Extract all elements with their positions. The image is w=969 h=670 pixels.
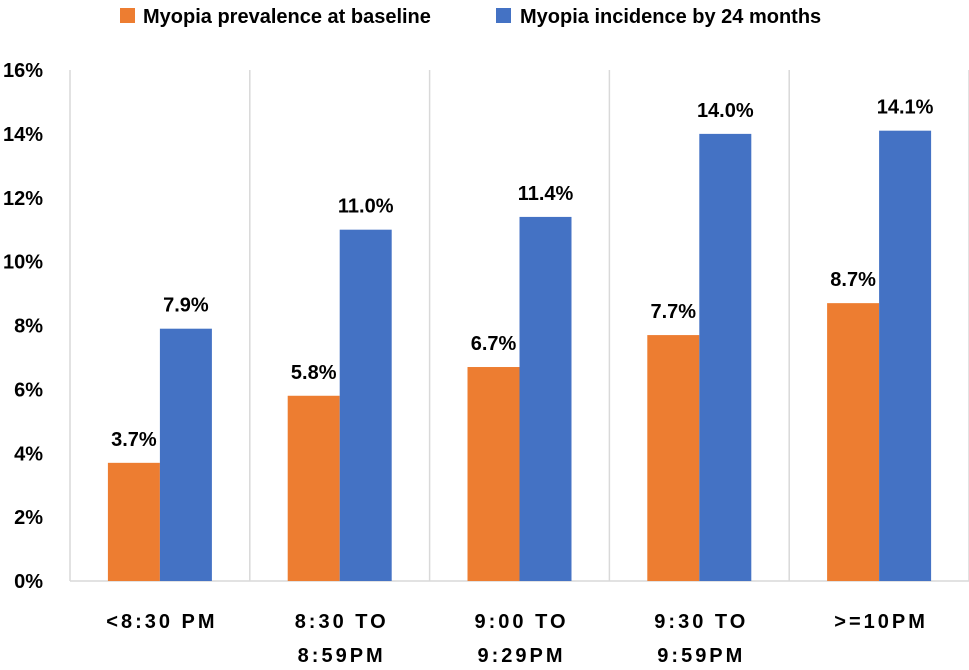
bar-incidence-2 xyxy=(339,229,392,581)
y-tick-label: 8% xyxy=(14,316,43,338)
y-tick-label: 10% xyxy=(3,252,43,274)
data-labels: 3.7% 7.9% 5.8% 11.0% 6.7% 11.4% 7.7% 14.0% 8.7% 1… xyxy=(111,97,934,451)
x-tick-label-4: 9:59PM xyxy=(657,645,745,667)
data-label-prevalence-3: 6.7% xyxy=(471,333,517,355)
x-tick-label-3: 9:29PM xyxy=(477,645,565,667)
bar-prevalence-5 xyxy=(827,303,880,581)
x-tick-label-5: >=10PM xyxy=(834,611,928,633)
legend-label-1: Myopia prevalence at baseline xyxy=(143,6,431,28)
y-tick-label: 12% xyxy=(3,188,43,210)
data-label-incidence-3: 11.4% xyxy=(518,183,574,205)
y-tick-label: 0% xyxy=(14,571,43,593)
y-axis: 0% 2% 4% 6% 8% 10% 12% 14% 16% xyxy=(3,60,43,593)
x-tick-label-4: 9:30 TO xyxy=(654,611,748,633)
bar-prevalence-4 xyxy=(647,335,700,581)
data-label-incidence-5: 14.1% xyxy=(877,97,934,119)
legend: Myopia prevalence at baseline Myopia inci… xyxy=(120,6,821,28)
data-label-incidence-4: 14.0% xyxy=(697,100,754,122)
data-label-incidence-2: 11.0% xyxy=(338,196,394,218)
data-label-prevalence-5: 8.7% xyxy=(830,269,876,291)
bar-incidence-1 xyxy=(159,328,212,581)
y-tick-label: 16% xyxy=(3,60,43,82)
bar-prevalence-1 xyxy=(107,462,160,581)
data-label-incidence-1: 7.9% xyxy=(163,295,209,317)
x-tick-label-1: <8:30 PM xyxy=(106,611,217,633)
data-label-prevalence-2: 5.8% xyxy=(291,362,337,384)
y-tick-label: 4% xyxy=(14,443,43,465)
y-tick-label: 14% xyxy=(3,124,43,146)
data-label-prevalence-4: 7.7% xyxy=(651,301,697,323)
legend-swatch-2 xyxy=(496,8,511,23)
x-tick-label-3: 9:00 TO xyxy=(475,611,569,633)
bar-prevalence-2 xyxy=(287,395,340,581)
x-tick-label-2: 8:30 TO xyxy=(295,611,389,633)
legend-swatch-1 xyxy=(120,8,135,23)
bar-incidence-4 xyxy=(699,133,752,581)
legend-label-2: Myopia incidence by 24 months xyxy=(520,6,821,28)
y-tick-label: 2% xyxy=(14,507,43,529)
bar-incidence-5 xyxy=(879,130,932,581)
x-axis: <8:30 PM 8:30 TO 8:59PM 9:00 TO 9:29PM 9:30 T… xyxy=(106,611,928,667)
bar-incidence-3 xyxy=(519,216,572,581)
data-label-prevalence-1: 3.7% xyxy=(111,429,157,451)
bar-prevalence-3 xyxy=(467,367,520,581)
x-tick-label-2: 8:59PM xyxy=(298,645,386,667)
bars xyxy=(107,130,932,581)
y-tick-label: 6% xyxy=(14,379,43,401)
